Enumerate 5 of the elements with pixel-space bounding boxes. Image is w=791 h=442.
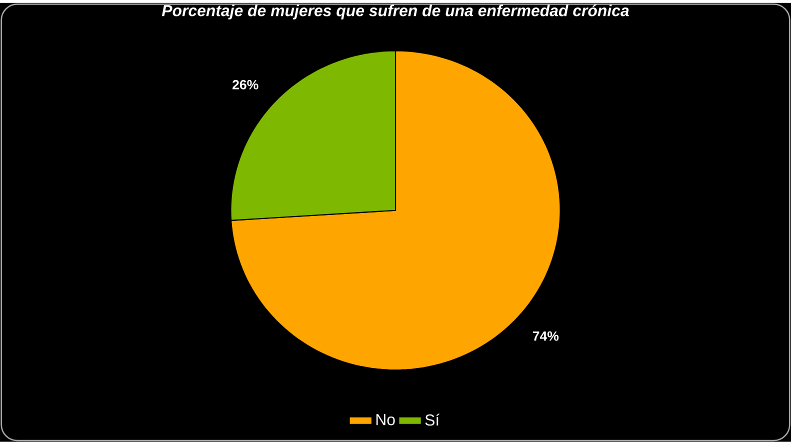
data-label: 74% bbox=[532, 331, 559, 341]
data-label: 26% bbox=[232, 80, 258, 90]
chart-title: Porcentaje de mujeres que sufren de una enfermedad crónica bbox=[162, 4, 629, 20]
legend-label: Sí bbox=[425, 414, 440, 426]
legend-label: No bbox=[376, 414, 395, 426]
